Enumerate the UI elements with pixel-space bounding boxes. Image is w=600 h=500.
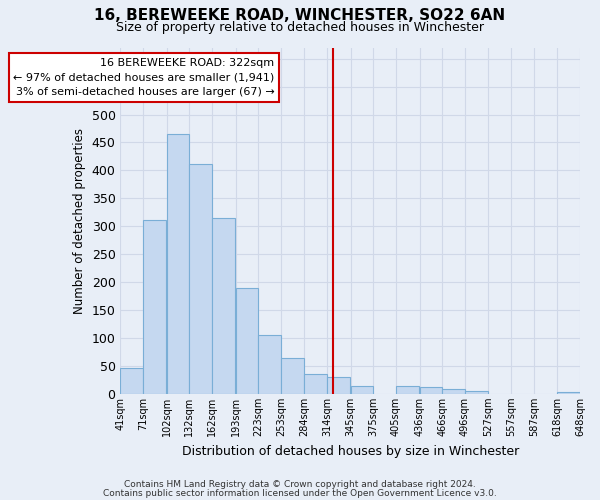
Bar bbox=[557, 392, 580, 394]
Bar bbox=[167, 134, 190, 394]
Bar bbox=[121, 368, 143, 394]
Bar bbox=[258, 335, 281, 394]
Text: 16 BEREWEEKE ROAD: 322sqm
← 97% of detached houses are smaller (1,941)
3% of sem: 16 BEREWEEKE ROAD: 322sqm ← 97% of detac… bbox=[13, 58, 274, 98]
Bar bbox=[281, 358, 304, 394]
Text: Contains public sector information licensed under the Open Government Licence v3: Contains public sector information licen… bbox=[103, 489, 497, 498]
Bar bbox=[465, 391, 488, 394]
Bar bbox=[143, 220, 166, 394]
Text: 16, BEREWEEKE ROAD, WINCHESTER, SO22 6AN: 16, BEREWEEKE ROAD, WINCHESTER, SO22 6AN bbox=[94, 8, 506, 22]
Bar bbox=[304, 374, 327, 394]
Bar bbox=[327, 377, 350, 394]
Bar bbox=[442, 389, 465, 394]
X-axis label: Distribution of detached houses by size in Winchester: Distribution of detached houses by size … bbox=[182, 444, 519, 458]
Bar bbox=[236, 288, 258, 394]
Bar bbox=[396, 386, 419, 394]
Text: Contains HM Land Registry data © Crown copyright and database right 2024.: Contains HM Land Registry data © Crown c… bbox=[124, 480, 476, 489]
Bar bbox=[190, 164, 212, 394]
Bar bbox=[350, 386, 373, 394]
Y-axis label: Number of detached properties: Number of detached properties bbox=[73, 128, 86, 314]
Bar bbox=[419, 386, 442, 394]
Text: Size of property relative to detached houses in Winchester: Size of property relative to detached ho… bbox=[116, 21, 484, 34]
Bar bbox=[212, 218, 235, 394]
